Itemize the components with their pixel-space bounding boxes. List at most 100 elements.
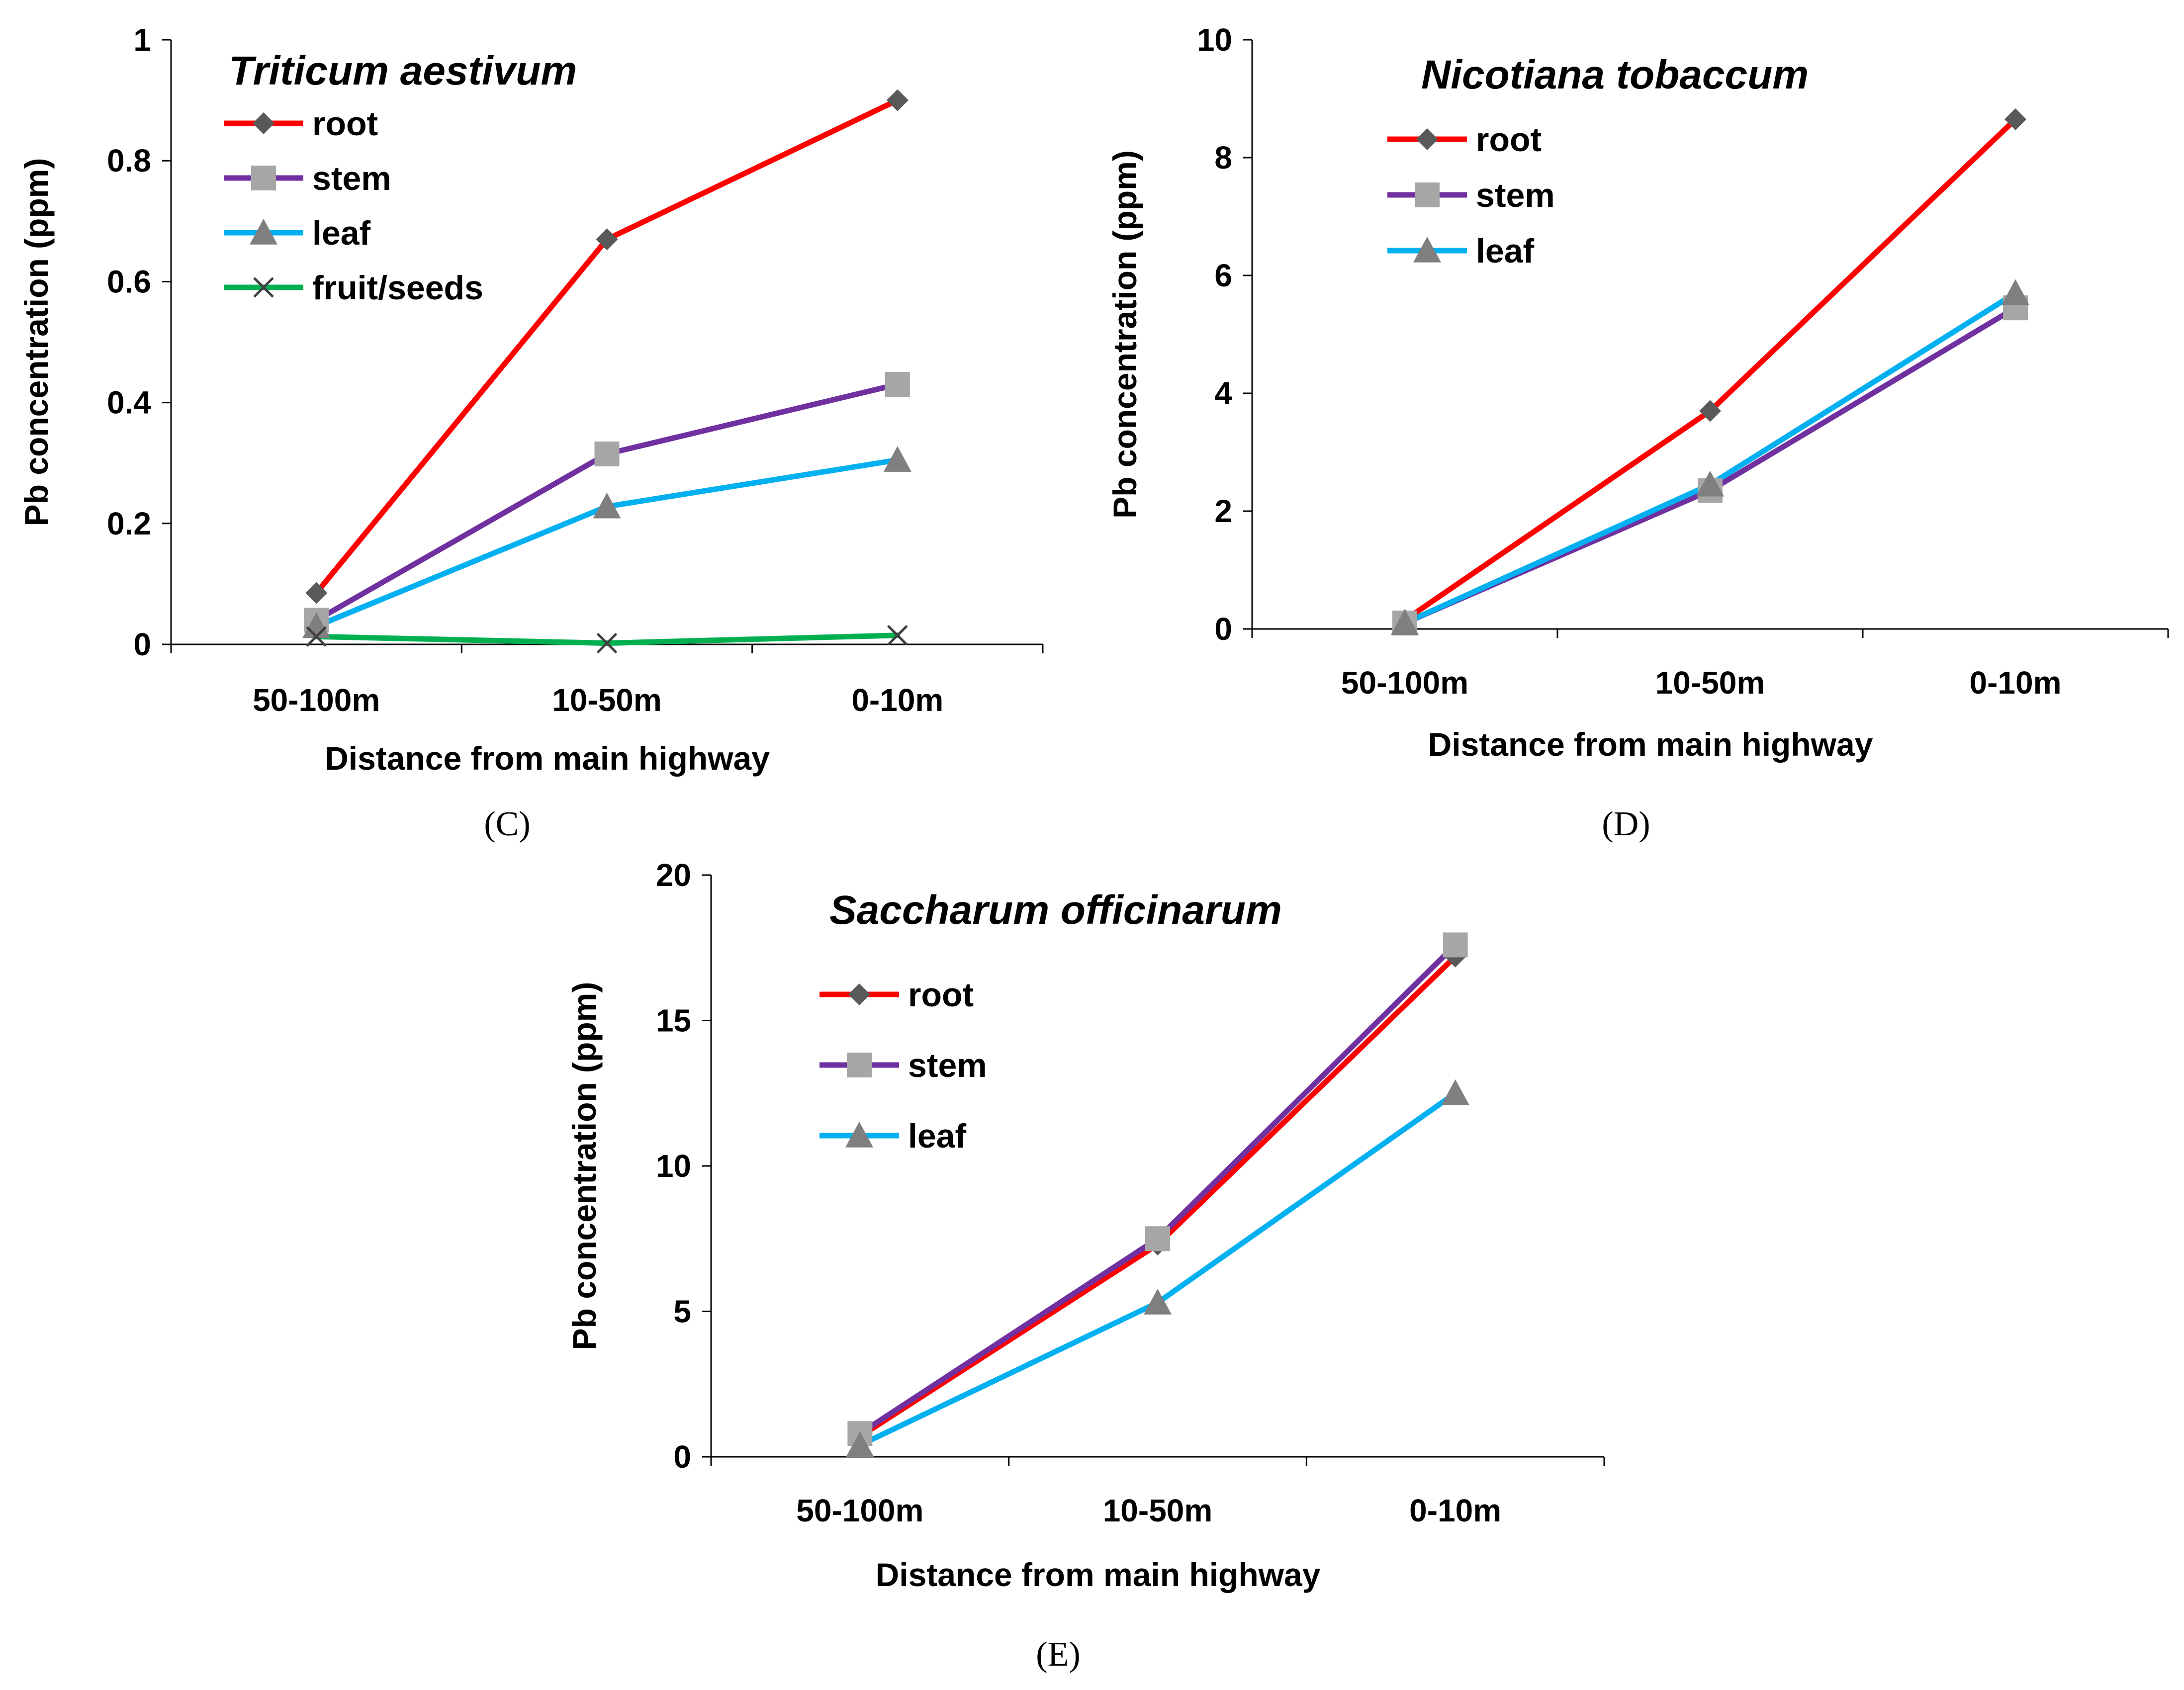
legend-label: fruit/seeds (312, 269, 483, 307)
y-tick-label: 4 (1214, 375, 1232, 411)
data-point-leaf (302, 612, 331, 638)
y-tick-label: 6 (1214, 258, 1232, 293)
panel-label: (D) (1602, 805, 1650, 843)
x-axis-title: Distance from main highway (876, 1556, 1321, 1593)
chart-panel-2: 0 5 10 15 20 50-100m 10-50m 0-10m Pb concentrati… (566, 857, 1605, 1674)
data-point-leaf (1144, 1288, 1172, 1315)
chart-title: Triticum aestivum (229, 48, 577, 93)
legend-item: stem (224, 160, 391, 197)
legend: root stem leaf (819, 976, 987, 1155)
y-tick-label: 0 (1214, 611, 1232, 647)
legend-marker (1413, 237, 1441, 263)
y-tick-label: 20 (656, 857, 691, 893)
legend-item: stem (819, 1047, 987, 1084)
data-point-stem (1443, 932, 1468, 958)
data-point-fruit-seeds (887, 624, 908, 646)
legend-marker (251, 166, 276, 190)
data-point-stem (885, 372, 910, 397)
y-tick-label: 0 (133, 626, 151, 662)
x-tick-label: 10-50m (552, 682, 662, 718)
series-line-stem (857, 942, 1458, 1436)
data-point-root (305, 582, 328, 604)
x-tick-label: 10-50m (1655, 665, 1765, 701)
legend-marker (845, 1122, 873, 1148)
legend-marker (253, 277, 274, 298)
data-point-leaf (593, 492, 621, 519)
legend-marker (847, 1053, 872, 1077)
series-line-root (857, 954, 1458, 1439)
legend: root stem leaf (1387, 121, 1555, 270)
y-tick-label: 0.4 (107, 385, 151, 421)
legend-item: fruit/seeds (224, 269, 483, 307)
data-point-fruit-seeds (306, 626, 327, 647)
data-point-stem (1145, 1226, 1170, 1251)
legend-item: root (819, 976, 974, 1014)
y-axis-title: Pb concentration (ppm) (18, 158, 55, 527)
x-tick-label: 50-100m (1341, 665, 1468, 701)
legend-label: stem (312, 160, 391, 197)
legend-marker (1416, 128, 1438, 150)
y-tick-label: 0.8 (107, 143, 151, 178)
panel-label: (C) (484, 805, 530, 843)
x-tick-label: 10-50m (1103, 1493, 1213, 1528)
legend-marker (253, 112, 274, 134)
data-point-root (886, 89, 909, 111)
chart-panel-0: 0 0.2 0.4 0.6 0.8 1 50-100m 10-50m 0-10m Pb conce… (18, 22, 1044, 843)
legend-label: root (908, 976, 974, 1014)
x-tick-label: 50-100m (253, 682, 380, 718)
legend-item: leaf (819, 1117, 967, 1155)
y-tick-label: 0 (673, 1439, 691, 1475)
legend: root stem leaf fruit/seeds (224, 105, 483, 307)
x-tick-label: 0-10m (1409, 1493, 1501, 1528)
y-tick-label: 0.2 (107, 506, 151, 541)
data-point-leaf (1391, 609, 1419, 635)
y-tick-label: 5 (673, 1294, 691, 1330)
legend-item: root (224, 105, 378, 143)
data-point-root (2004, 108, 2026, 130)
data-point-leaf (1696, 470, 1724, 497)
legend-item: leaf (1387, 232, 1535, 270)
y-tick-label: 0.6 (107, 264, 151, 299)
x-tick-label: 0-10m (851, 682, 943, 718)
y-tick-label: 8 (1214, 140, 1232, 176)
data-point-root (1699, 400, 1721, 422)
y-tick-label: 10 (1197, 22, 1232, 58)
legend-label: root (1476, 121, 1542, 159)
x-tick-label: 50-100m (796, 1493, 923, 1528)
legend-label: root (312, 105, 378, 143)
series-line-leaf (1402, 290, 2018, 626)
legend-marker (250, 219, 277, 245)
x-axis-title: Distance from main highway (325, 740, 770, 777)
chart-title: Nicotiana tobaccum (1421, 52, 1809, 97)
series-line-root (313, 97, 901, 596)
data-point-leaf (883, 446, 911, 472)
x-axis-title: Distance from main highway (1428, 726, 1873, 763)
y-tick-label: 1 (133, 22, 151, 58)
legend-item: root (1387, 121, 1542, 159)
legend-marker (1415, 182, 1440, 207)
y-tick-label: 10 (656, 1148, 691, 1184)
chart-panel-1: 0 2 4 6 8 10 50-100m 10-50m 0-10m Pb concentratio… (1106, 22, 2169, 843)
legend-label: stem (908, 1047, 987, 1084)
y-axis-title: Pb concentration (ppm) (566, 982, 603, 1350)
y-tick-label: 2 (1214, 493, 1232, 529)
legend-label: leaf (1476, 232, 1535, 270)
data-point-leaf (846, 1431, 874, 1457)
legend-label: leaf (312, 214, 371, 252)
y-axis-title: Pb concentration (ppm) (1106, 150, 1143, 519)
data-point-fruit-seeds (596, 632, 618, 654)
y-tick-label: 15 (656, 1003, 691, 1039)
data-point-stem (594, 441, 620, 466)
legend-label: leaf (908, 1117, 967, 1155)
data-point-leaf (1441, 1079, 1469, 1105)
legend-marker (848, 983, 870, 1005)
x-tick-label: 0-10m (1970, 665, 2062, 701)
data-point-root (596, 228, 618, 251)
legend-item: leaf (224, 214, 371, 252)
panel-label: (E) (1036, 1635, 1080, 1674)
series-line-stem (1402, 305, 2018, 626)
legend-label: stem (1476, 177, 1555, 214)
data-point-leaf (2002, 279, 2029, 305)
chart-title: Saccharum officinarum (829, 888, 1282, 933)
